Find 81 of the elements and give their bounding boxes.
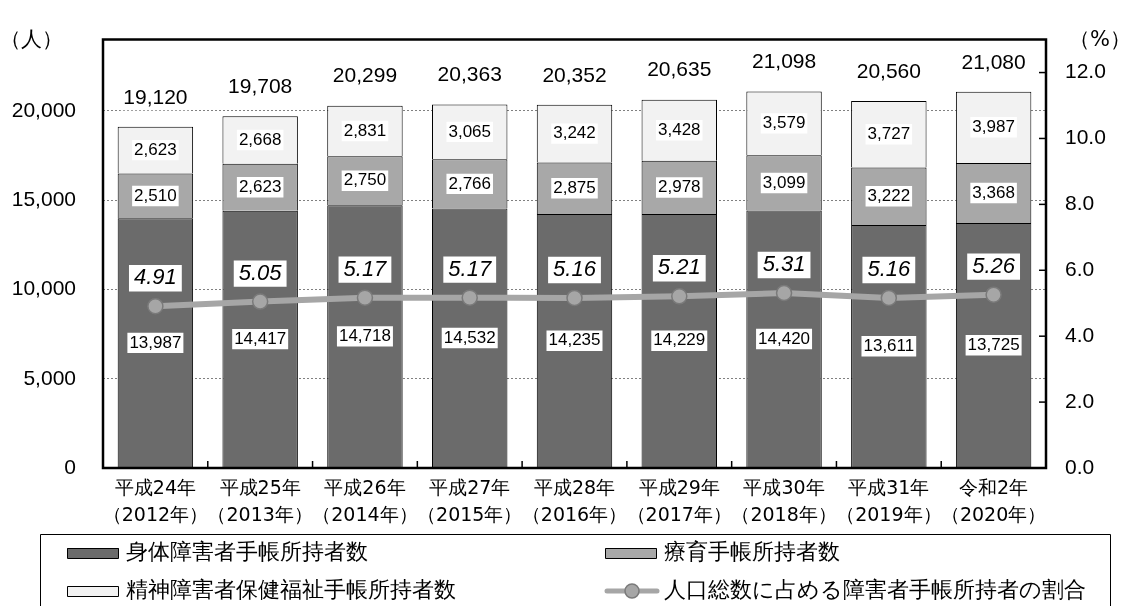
data-label: 3,428 <box>658 119 701 139</box>
data-label: 3,242 <box>553 123 596 143</box>
data-label: 14,532 <box>443 327 496 347</box>
data-label: 14,417 <box>234 328 287 348</box>
y2-tick-label: 8.0 <box>1065 191 1095 215</box>
x-tick-label: 平成24年（2012年） <box>102 476 209 525</box>
data-label: 2,623 <box>134 139 177 159</box>
data-label: 3,727 <box>867 123 911 143</box>
point <box>461 289 478 306</box>
total-label: 19,120 <box>123 84 188 108</box>
point <box>775 284 793 302</box>
data-label: 3,368 <box>972 182 1015 202</box>
y2-tick-label: 2.0 <box>1065 388 1095 412</box>
data-label: 5.31 <box>762 251 806 277</box>
y2-tick-label: 4.0 <box>1065 322 1095 346</box>
y2-axis-title: （%） <box>1069 27 1128 52</box>
data-label: 3,099 <box>762 172 806 192</box>
total-label: 21,098 <box>751 49 817 73</box>
data-label: 3,065 <box>448 121 491 141</box>
data-label: 5.16 <box>867 256 911 282</box>
y-tick-label: 15,000 <box>11 187 76 211</box>
x-tick-label: 平成31年（2019年） <box>836 476 942 525</box>
data-label: 2,750 <box>343 170 387 190</box>
data-label: 5.16 <box>553 256 597 282</box>
data-label: 5.26 <box>972 252 1016 278</box>
data-label: 2,875 <box>553 177 596 197</box>
y-tick-label: 0 <box>64 454 76 478</box>
data-label: 2,766 <box>448 173 491 193</box>
data-label: 13,611 <box>863 335 915 355</box>
y2-tick-label: 6.0 <box>1065 257 1095 281</box>
total-label: 20,363 <box>437 62 502 86</box>
data-label: 2,623 <box>238 176 282 196</box>
point <box>985 286 1002 303</box>
data-label: 14,718 <box>338 326 391 346</box>
data-label: 4.91 <box>133 264 177 290</box>
data-label: 3,987 <box>972 116 1015 136</box>
data-label: 14,235 <box>548 330 601 350</box>
data-label: 14,229 <box>653 330 706 350</box>
y-tick-label: 20,000 <box>11 97 76 121</box>
legend-label: 精神障害者保健福祉手帳所持者数 <box>126 576 456 602</box>
y2-tick-label: 0.0 <box>1065 454 1095 478</box>
legend-label: 身体障害者手帳所持者数 <box>126 538 368 564</box>
x-tick-label: 平成29年（2017年） <box>626 476 732 525</box>
data-label: 5.17 <box>448 255 492 281</box>
point <box>356 289 374 306</box>
x-tick-label: 平成25年（2013年） <box>207 476 313 525</box>
x-tick-label: 平成26年（2014年） <box>312 476 418 525</box>
data-label: 5.05 <box>238 259 283 285</box>
legend-label: 療育手帳所持者数 <box>664 538 840 564</box>
data-label: 2,510 <box>134 185 177 205</box>
total-label: 20,299 <box>332 63 398 87</box>
x-tick-label: 平成30年（2018年） <box>731 476 837 525</box>
data-label: 5.17 <box>343 255 388 281</box>
data-label: 2,978 <box>658 177 701 197</box>
data-label: 13,987 <box>129 332 182 352</box>
data-label: 14,420 <box>758 328 811 348</box>
point <box>147 297 164 315</box>
point <box>566 289 583 307</box>
y2-tick-label: 12.0 <box>1065 59 1106 83</box>
x-tick-label: 平成28年（2016年） <box>521 476 628 525</box>
data-label: 2,668 <box>238 129 282 149</box>
data-label: 2,831 <box>343 120 387 140</box>
point <box>880 289 898 307</box>
total-label: 21,080 <box>961 49 1026 73</box>
point <box>251 293 269 310</box>
y-tick-label: 5,000 <box>23 365 76 389</box>
x-tick-label: 令和2年（2020年） <box>940 476 1047 525</box>
total-label: 20,352 <box>542 62 607 86</box>
data-label: 3,579 <box>762 113 806 133</box>
y-axis-title: （人） <box>0 27 63 52</box>
data-label: 3,222 <box>867 185 911 205</box>
legend-label: 人口総数に占める障害者手帳所持者の割合 <box>664 576 1086 602</box>
data-label: 5.21 <box>657 254 701 280</box>
y2-tick-label: 10.0 <box>1065 125 1106 149</box>
data-label: 13,725 <box>967 334 1020 354</box>
total-label: 20,635 <box>647 57 712 81</box>
x-tick-label: 平成27年（2015年） <box>417 476 523 525</box>
total-label: 20,560 <box>856 58 921 82</box>
total-label: 19,708 <box>228 74 293 98</box>
y-tick-label: 10,000 <box>11 276 76 300</box>
point <box>671 288 688 305</box>
